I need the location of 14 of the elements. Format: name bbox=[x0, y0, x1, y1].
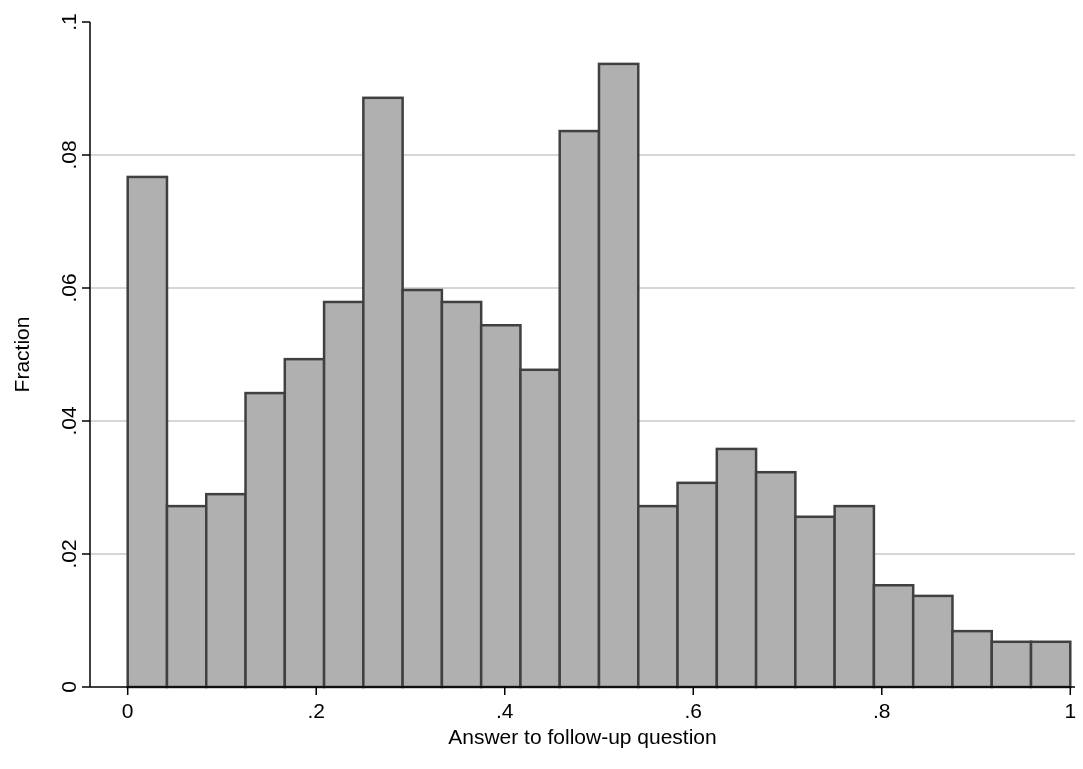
y-tick-label: .04 bbox=[57, 406, 80, 436]
x-tick-label: .6 bbox=[684, 699, 703, 722]
y-axis-title: Fraction bbox=[10, 316, 33, 393]
y-tick-label: .02 bbox=[57, 539, 80, 569]
y-tick-label: 0 bbox=[57, 681, 80, 693]
x-tick-label: 0 bbox=[121, 699, 134, 722]
x-tick-label: .4 bbox=[495, 699, 514, 722]
x-tick-label: 1 bbox=[1064, 699, 1077, 722]
y-tick-label: .1 bbox=[57, 13, 80, 31]
x-tick-label: .8 bbox=[873, 699, 891, 722]
x-axis-title: Answer to follow-up question bbox=[448, 725, 717, 748]
x-tick-label: .2 bbox=[307, 699, 325, 722]
y-tick-label: .06 bbox=[57, 273, 80, 303]
y-tick-label: .08 bbox=[57, 140, 80, 170]
